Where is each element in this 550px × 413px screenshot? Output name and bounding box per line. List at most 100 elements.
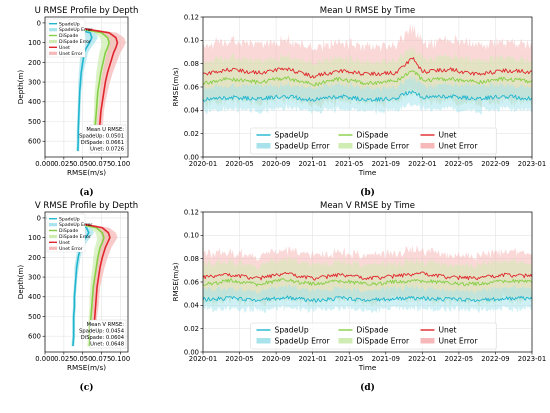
x-tick-label: 2020-01 [189,355,217,363]
y-tick-label: 0.12 [184,13,199,21]
error-band-dispade [48,22,117,152]
x-tick-label: 2021-05 [335,355,363,363]
legend-box [250,127,497,155]
legend-box [46,18,86,58]
x-tick-label: 0.000 [35,160,54,168]
legend-label: DiSpade [357,326,389,335]
series-line-spadeup [202,295,533,303]
x-tick-label: 2022-09 [481,355,509,363]
annotation-line: Unet: 0.0726 [90,147,124,153]
legend-label: SpadeUp Error [59,222,92,228]
legend-box [250,322,497,350]
legend-swatch-band [420,143,435,149]
x-tick-label: 2022-09 [481,160,509,168]
x-tick-label: 0.000 [35,355,54,363]
y-tick-label: 0 [37,19,41,27]
x-tick-label: 0.100 [111,160,130,168]
x-tick-label: 2022-01 [408,355,436,363]
x-tick-label: 0.050 [73,160,92,168]
y-tick-label: 0.10 [184,232,199,240]
plot-frame [44,211,129,353]
legend-swatch-band [49,28,57,32]
legend-label: DiSpade [357,131,389,140]
x-tick-label: 2020-05 [225,160,253,168]
y-axis-label: RMSE(m/s) [171,262,180,301]
y-tick-label: 400 [28,293,41,301]
x-tick-label: 2021-01 [298,160,326,168]
x-axis-label: RMSE(m/s) [67,363,106,372]
annotation-box [89,124,127,154]
y-tick-label: 400 [28,98,41,106]
plot-frame [202,211,533,353]
y-tick-label: 0.08 [184,255,199,263]
series-line-spadeup [202,90,533,102]
chart-title: U RMSE Profile by Depth [35,6,139,16]
y-tick-label: 200 [28,254,41,262]
x-tick-label: 2022-05 [445,355,473,363]
legend-label: Unet Error [439,142,479,151]
y-axis-label: Depth(m) [16,265,25,300]
x-tick-label: 0.050 [73,355,92,363]
series-line-unet [47,22,119,152]
x-tick-label: 0.025 [54,355,73,363]
legend-label: Unet [439,131,457,140]
y-tick-label: 0.04 [184,107,199,115]
legend-label: SpadeUp [275,326,309,335]
annotation-line: DiSpade: 0.0604 [81,335,125,341]
x-tick-label: 2021-01 [298,355,326,363]
legend-label: Unet [59,240,70,246]
legend-swatch-band [420,338,435,344]
legend-swatch-band [49,223,57,227]
y-tick-label: 300 [28,273,41,281]
legend-label: DiSpade Error [59,234,91,240]
legend-swatch-band [256,338,271,344]
annotation-box [89,319,127,349]
legend-label: SpadeUp Error [275,142,331,151]
legend-label: Unet Error [59,246,83,252]
x-tick-label: 2020-01 [189,160,217,168]
x-tick-label: 0.075 [92,355,111,363]
x-tick-label: 2021-05 [335,160,363,168]
y-axis-label: Depth(m) [16,70,25,105]
y-tick-label: 100 [28,39,41,47]
x-tick-label: 2020-05 [225,355,253,363]
legend-label: SpadeUp [59,216,80,222]
y-tick-label: 0.08 [184,60,199,68]
annotation-line: Mean V RMSE: [87,322,125,328]
error-band-unet [48,22,126,152]
x-tick-label: 0.025 [54,160,73,168]
annotation-line: Unet: 0.0648 [90,342,124,348]
annotation-line: Mean U RMSE: [86,127,124,133]
chart-title: V RMSE Profile by Depth [35,201,138,211]
panel-b: 2020-01 2020-05 2020-09 2021-01 2021-05 2021-… [171,6,546,198]
y-tick-label: 300 [28,78,41,86]
series-line-dispade [202,277,533,287]
panel-d: 2020-01 2020-05 2020-09 2021-01 2021-05 2021-… [171,201,546,393]
annotation-line: SpadeUp: 0.0501 [79,134,124,140]
y-tick-label: 500 [28,313,41,321]
y-tick-label: 0.06 [184,278,199,286]
legend-swatch-band [49,39,57,44]
series-line-unet [202,57,533,79]
legend-label: Unet [59,45,70,51]
y-tick-label: 600 [28,138,41,146]
legend-label: DiSpade Error [59,39,91,45]
annotation-line: SpadeUp: 0.0454 [79,329,125,335]
y-tick-label: 600 [28,333,41,341]
panel-label: (b) [360,187,375,198]
series-line-dispade [47,22,110,152]
x-tick-label: 2021-09 [372,160,400,168]
chart-title: Mean V RMSE by Time [320,201,415,211]
x-tick-label: 2020-09 [262,355,290,363]
x-axis-label: Time [358,363,377,372]
y-tick-label: 0.02 [184,325,199,333]
y-tick-label: 0.02 [184,130,199,138]
x-tick-label: 2021-09 [372,355,400,363]
panel-a: 0.000 0.025 0.050 0.075 0.100 0 100 200 300 400 50… [16,6,138,198]
legend-label: DiSpade [59,33,78,39]
legend-label: SpadeUp Error [275,337,331,346]
